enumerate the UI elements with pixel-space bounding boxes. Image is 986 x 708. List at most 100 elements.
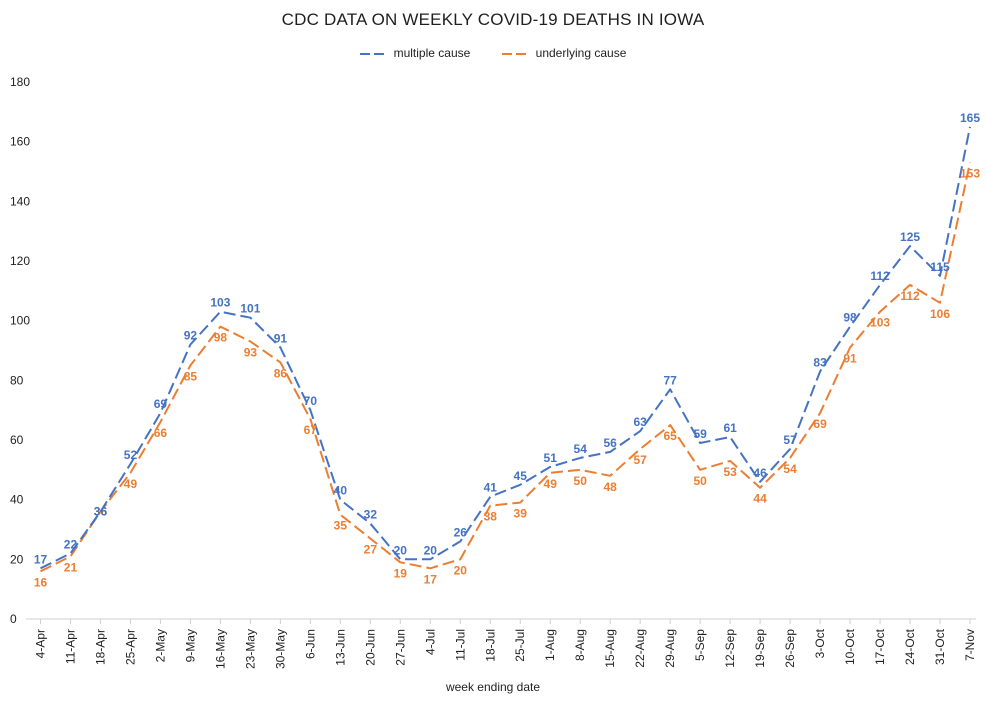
x-tick-label: 4-Jul xyxy=(423,629,437,655)
legend-entry-multiple-cause: multiple cause xyxy=(359,46,471,60)
data-label-underlying-cause: 50 xyxy=(574,474,588,488)
x-tick-label: 23-May xyxy=(243,629,257,669)
data-label-multiple-cause: 20 xyxy=(424,543,438,557)
data-label-multiple-cause: 54 xyxy=(574,442,588,456)
data-label-multiple-cause: 83 xyxy=(813,355,827,369)
data-label-multiple-cause: 22 xyxy=(64,537,78,551)
data-label-underlying-cause: 35 xyxy=(334,519,348,533)
data-label-underlying-cause: 91 xyxy=(843,352,857,366)
data-label-underlying-cause: 67 xyxy=(304,423,318,437)
data-label-multiple-cause: 63 xyxy=(633,415,647,429)
y-tick-label: 60 xyxy=(10,433,24,447)
legend-label-multiple-cause: multiple cause xyxy=(393,46,471,60)
y-tick-label: 0 xyxy=(10,612,17,626)
x-tick-label: 26-Sep xyxy=(783,629,797,668)
data-label-underlying-cause: 36 xyxy=(94,505,108,519)
legend-entry-underlying-cause: underlying cause xyxy=(501,46,627,60)
data-label-multiple-cause: 59 xyxy=(693,427,707,441)
data-label-underlying-cause: 112 xyxy=(900,289,920,303)
y-tick-label: 180 xyxy=(10,75,30,89)
data-label-multiple-cause: 70 xyxy=(304,394,318,408)
data-label-underlying-cause: 19 xyxy=(394,566,408,580)
data-label-underlying-cause: 93 xyxy=(244,346,258,360)
data-label-underlying-cause: 20 xyxy=(454,563,468,577)
data-label-multiple-cause: 125 xyxy=(900,230,920,244)
y-tick-label: 40 xyxy=(10,493,24,507)
data-label-underlying-cause: 57 xyxy=(633,453,647,467)
x-tick-label: 5-Sep xyxy=(693,629,707,661)
data-label-multiple-cause: 32 xyxy=(364,508,378,522)
x-tick-label: 9-May xyxy=(183,629,197,662)
legend: multiple cause underlying cause xyxy=(0,46,986,60)
data-label-underlying-cause: 49 xyxy=(124,477,138,491)
x-tick-label: 6-Jun xyxy=(303,629,317,659)
x-tick-label: 11-Jul xyxy=(453,629,467,661)
x-tick-label: 2-May xyxy=(153,629,167,662)
data-label-underlying-cause: 39 xyxy=(514,507,528,521)
data-label-multiple-cause: 103 xyxy=(210,296,230,310)
x-tick-label: 29-Aug xyxy=(663,629,677,668)
x-tick-label: 17-Oct xyxy=(873,628,887,665)
data-label-underlying-cause: 38 xyxy=(484,510,498,524)
y-tick-label: 120 xyxy=(10,254,30,268)
x-tick-label: 12-Sep xyxy=(723,629,737,668)
data-label-underlying-cause: 65 xyxy=(663,429,677,443)
data-label-multiple-cause: 40 xyxy=(334,484,348,498)
data-label-underlying-cause: 17 xyxy=(424,572,438,586)
x-tick-label: 20-Jun xyxy=(363,629,377,666)
data-label-multiple-cause: 69 xyxy=(154,397,168,411)
x-tick-label: 27-Jun xyxy=(393,629,407,666)
data-label-underlying-cause: 48 xyxy=(604,480,618,494)
data-label-underlying-cause: 54 xyxy=(783,462,797,476)
data-label-multiple-cause: 57 xyxy=(783,433,797,447)
data-label-multiple-cause: 20 xyxy=(394,543,408,557)
data-label-underlying-cause: 44 xyxy=(753,492,767,506)
x-tick-label: 25-Jul xyxy=(513,629,527,662)
y-tick-label: 140 xyxy=(10,194,30,208)
data-label-multiple-cause: 92 xyxy=(184,329,198,343)
data-label-multiple-cause: 165 xyxy=(960,111,980,125)
x-tick-label: 30-May xyxy=(273,629,287,669)
data-label-multiple-cause: 98 xyxy=(843,311,857,325)
data-label-multiple-cause: 45 xyxy=(514,469,528,483)
data-label-multiple-cause: 91 xyxy=(274,332,288,346)
series-line-multiple-cause xyxy=(40,126,971,570)
data-label-multiple-cause: 77 xyxy=(663,373,677,387)
data-label-underlying-cause: 21 xyxy=(64,560,78,574)
data-label-underlying-cause: 106 xyxy=(930,307,950,321)
data-label-underlying-cause: 153 xyxy=(960,167,980,181)
data-label-multiple-cause: 17 xyxy=(34,552,48,566)
data-label-multiple-cause: 51 xyxy=(544,451,558,465)
data-label-multiple-cause: 61 xyxy=(723,421,737,435)
data-label-multiple-cause: 115 xyxy=(930,260,950,274)
data-label-underlying-cause: 85 xyxy=(184,369,198,383)
x-tick-label: 22-Aug xyxy=(633,629,647,668)
data-label-multiple-cause: 26 xyxy=(454,525,468,539)
chart-title: CDC DATA ON WEEKLY COVID-19 DEATHS IN IO… xyxy=(281,10,705,29)
data-label-underlying-cause: 66 xyxy=(154,426,168,440)
y-tick-label: 20 xyxy=(10,552,24,566)
data-label-multiple-cause: 56 xyxy=(604,436,618,450)
x-tick-label: 1-Aug xyxy=(543,629,557,661)
data-label-multiple-cause: 41 xyxy=(484,481,498,495)
x-tick-label: 10-Oct xyxy=(843,628,857,665)
data-label-underlying-cause: 86 xyxy=(274,366,288,380)
x-tick-label: 18-Jul xyxy=(483,629,497,662)
data-label-underlying-cause: 103 xyxy=(870,316,890,330)
x-tick-label: 3-Oct xyxy=(813,628,827,658)
legend-swatch-multiple-cause xyxy=(359,52,388,55)
legend-label-underlying-cause: underlying cause xyxy=(535,46,627,60)
x-tick-label: 18-Apr xyxy=(93,629,107,665)
data-label-multiple-cause: 112 xyxy=(870,269,890,283)
x-tick-label: 24-Oct xyxy=(903,628,917,665)
x-tick-label: 8-Aug xyxy=(573,629,587,661)
data-label-underlying-cause: 16 xyxy=(34,575,48,589)
data-label-underlying-cause: 49 xyxy=(544,477,558,491)
y-tick-label: 80 xyxy=(10,373,24,387)
x-tick-label: 25-Apr xyxy=(123,629,137,665)
data-label-multiple-cause: 101 xyxy=(240,302,260,316)
x-tick-label: 19-Sep xyxy=(753,629,767,668)
y-tick-label: 160 xyxy=(10,135,30,149)
legend-swatch-underlying-cause xyxy=(501,52,530,55)
series-line-underlying-cause xyxy=(40,162,971,573)
